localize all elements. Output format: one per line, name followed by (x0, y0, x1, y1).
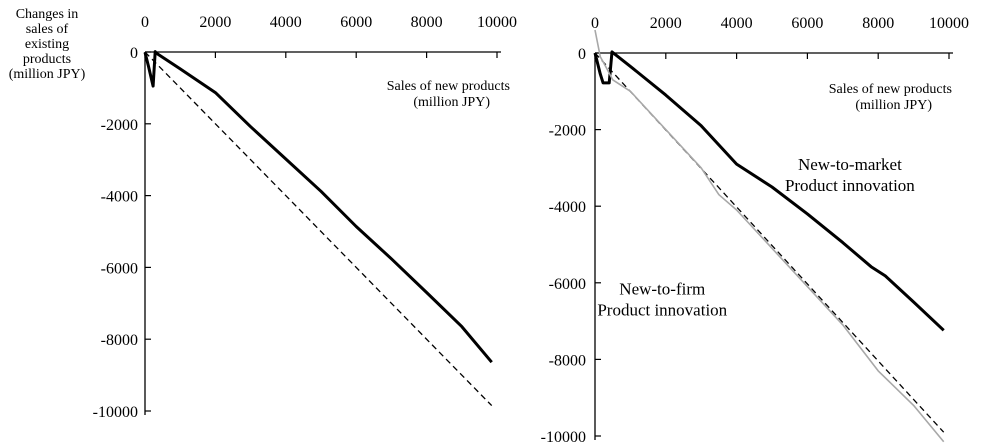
y-tick-label: -4000 (549, 199, 586, 216)
left-chart: 0 2000 4000 6000 8000 10000 0 -2000 -4000 -6000 -8… (9, 7, 517, 421)
series-line-1 (143, 50, 493, 364)
x-axis-label: (million JPY) (855, 98, 932, 113)
y-tick-label: -10000 (541, 429, 586, 444)
annotation-label: Product innovation (597, 300, 727, 319)
x-tick-label: 0 (141, 14, 149, 31)
y-tick-label: -2000 (549, 123, 586, 140)
y-tick-label: -6000 (549, 276, 586, 293)
y-tick-label: -8000 (549, 352, 586, 369)
x-axis-label: Sales of new products (829, 82, 952, 97)
y-tick-label: 0 (130, 45, 138, 62)
x-tick-label: 0 (591, 15, 599, 32)
y-tick-label: -10000 (93, 404, 138, 421)
x-tick-label: 6000 (791, 15, 823, 32)
x-tick-label: 4000 (721, 15, 753, 32)
x-tick-label: 4000 (270, 14, 302, 31)
series-line-2 (144, 51, 493, 407)
annotation-label: Product innovation (785, 176, 915, 195)
y-tick-label: -2000 (101, 117, 138, 134)
annotation-label: New-to-market (798, 155, 902, 174)
y-tick-label: -6000 (101, 260, 138, 277)
y-axis-label: Changes in (16, 7, 79, 22)
y-axis-label: products (23, 52, 71, 67)
right-chart: 0 2000 4000 6000 8000 10000 0 -2000 -4000 -6000 -8… (541, 15, 969, 444)
y-tick-label: 0 (578, 46, 586, 63)
x-axis-label: (million JPY) (413, 95, 490, 110)
annotation-label: New-to-firm (619, 279, 705, 298)
x-tick-label: 8000 (862, 15, 894, 32)
y-axis-label: (million JPY) (9, 67, 86, 82)
x-tick-label: 2000 (650, 15, 682, 32)
x-tick-label: 10000 (477, 14, 517, 31)
y-axis-label: sales of (26, 22, 69, 37)
x-tick-label: 10000 (929, 15, 969, 32)
y-axis-label: existing (25, 37, 69, 52)
x-tick-label: 2000 (199, 14, 231, 31)
series-line-1 (593, 50, 945, 332)
x-tick-label: 6000 (340, 14, 372, 31)
x-axis-label: Sales of new products (387, 79, 510, 94)
series-line-3 (594, 29, 945, 443)
x-tick-label: 8000 (411, 14, 443, 31)
y-tick-label: -8000 (101, 332, 138, 349)
y-tick-label: -4000 (101, 189, 138, 206)
